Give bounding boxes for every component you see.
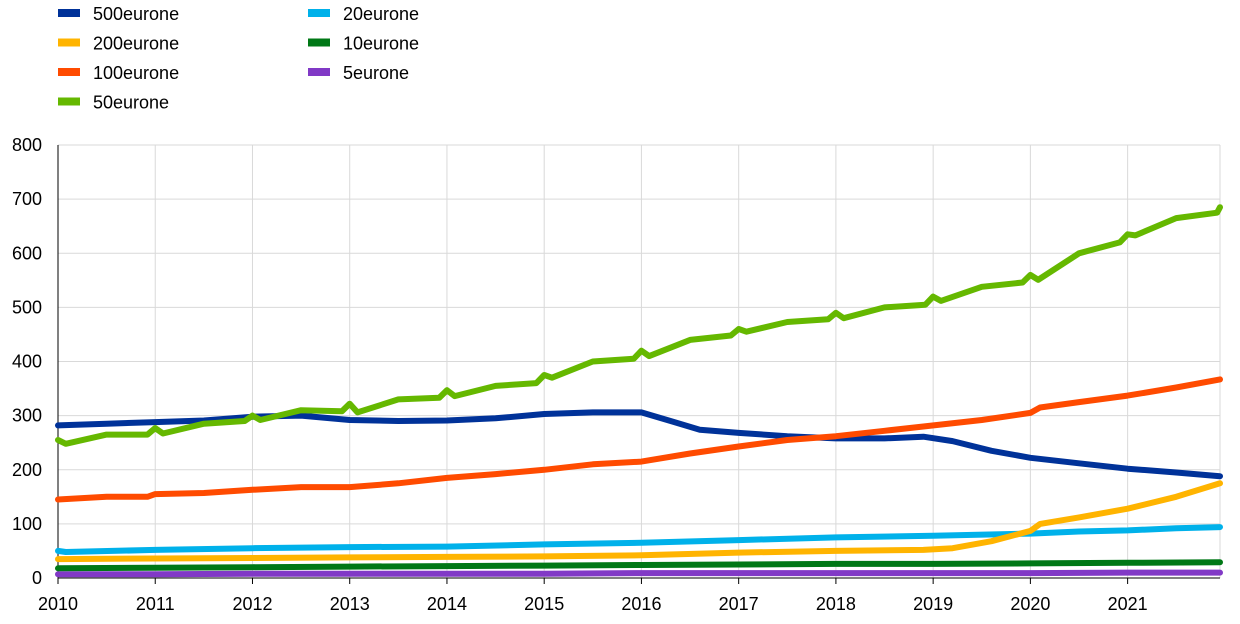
y-tick-label: 600 [12,243,42,263]
axes [57,145,1220,584]
grid [57,144,1221,579]
y-tick-label: 500 [12,297,42,317]
legend-label-10eurone: 10eurone [343,34,419,54]
legend-swatch-100eurone [58,68,80,76]
x-tick-label: 2011 [136,594,175,614]
y-tick-label: 200 [12,460,42,480]
legend-swatch-20eurone [308,9,330,17]
y-tick-label: 300 [12,406,42,426]
legend-swatch-10eurone [308,38,330,47]
y-tick-label: 800 [12,135,42,155]
x-tick-label: 2016 [621,594,661,614]
y-tick-label: 400 [12,352,42,372]
x-tick-label: 2018 [816,594,856,614]
x-tick-label: 2010 [38,594,78,614]
legend-label-20eurone: 20eurone [343,4,419,24]
x-tick-label: 2012 [232,594,272,614]
legend-label-200eurone: 200eurone [93,34,179,54]
series-line-10eurone [55,559,1223,572]
x-tick-label: 2020 [1010,594,1050,614]
y-axis-ticks: 0 100 200 300 400 500 600 700 800 [12,135,42,588]
y-tick-label: 100 [12,514,42,534]
legend: 500eurone 200eurone 100eurone 50eurone 20eur… [58,4,419,113]
legend-swatch-50eurone [58,97,80,106]
legend-swatch-200eurone [58,38,80,47]
x-tick-label: 2014 [427,594,467,614]
x-axis-ticks: 2010 2011 2012 2013 2014 2015 2016 2017 2018 2019… [38,594,1148,614]
series-line-200eurone [55,480,1223,563]
x-tick-label: 2021 [1108,594,1148,614]
legend-label-50eurone: 50eurone [93,93,169,113]
series-line-100eurone [55,376,1223,503]
series-line-5eurone [55,569,1223,578]
x-tick-label: 2015 [524,594,564,614]
legend-label-100eurone: 100eurone [93,63,179,83]
series-layer [55,204,1223,578]
series-line-20eurone [55,524,1223,555]
y-tick-label: 700 [12,189,42,209]
x-tick-label: 2013 [330,594,370,614]
x-tick-label: 2017 [719,594,759,614]
legend-swatch-500eurone [58,9,80,17]
legend-label-500eurone: 500eurone [93,4,179,24]
x-tick-label: 2019 [913,594,953,614]
series-line-50eurone [55,204,1223,447]
legend-label-5eurone: 5eurone [343,63,409,83]
y-tick-label: 0 [32,568,42,588]
legend-swatch-5eurone [308,68,330,76]
